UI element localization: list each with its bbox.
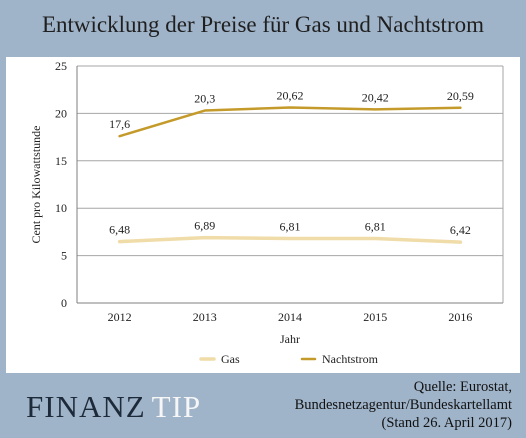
y-tick-label-20: 20 bbox=[55, 106, 67, 120]
data-label-nachtstrom-2015: 20,42 bbox=[362, 90, 389, 104]
data-label-nachtstrom-2012: 17,6 bbox=[109, 117, 130, 131]
source-note: Quelle: Eurostat, Bundesnetzagentur/Bund… bbox=[242, 378, 512, 432]
x-tick-label-2012: 2012 bbox=[108, 310, 132, 324]
data-label-gas-2013: 6,89 bbox=[194, 219, 215, 233]
series-line-gas bbox=[117, 235, 463, 244]
legend-label-gas: Gas bbox=[221, 352, 240, 366]
data-label-gas-2014: 6,81 bbox=[280, 219, 301, 233]
chart-title: Entwicklung der Preise für Gas und Nacht… bbox=[41, 12, 484, 37]
y-tick-label-15: 15 bbox=[55, 154, 67, 168]
y-tick-label-5: 5 bbox=[61, 249, 67, 263]
line-chart: 0 5 10 15 20 25 2012 2013 2014 2015 2016 Jahr Cent p… bbox=[29, 59, 504, 366]
x-tick-label-2013: 2013 bbox=[193, 310, 217, 324]
logo-part-finanz: FINANZ bbox=[26, 389, 146, 424]
x-axis-title: Jahr bbox=[280, 332, 300, 346]
data-label-gas-2012: 6,48 bbox=[109, 223, 130, 237]
logo-part-tip: TIP bbox=[151, 389, 202, 424]
data-label-nachtstrom-2014: 20,62 bbox=[277, 89, 304, 103]
data-label-nachtstrom-2016: 20,59 bbox=[447, 89, 474, 103]
chart-panel: 0 5 10 15 20 25 2012 2013 2014 2015 2016 Jahr Cent p… bbox=[6, 57, 520, 373]
y-tick-label-10: 10 bbox=[55, 201, 67, 215]
x-tick-label-2016: 2016 bbox=[448, 310, 472, 324]
y-axis-title: Cent pro Kilowattstunde bbox=[29, 126, 43, 244]
data-label-gas-2016: 6,42 bbox=[450, 223, 471, 237]
y-tick-label-25: 25 bbox=[55, 59, 67, 73]
series-line-nachtstrom bbox=[118, 106, 462, 138]
source-line-3: (Stand 26. April 2017) bbox=[381, 415, 513, 431]
data-label-gas-2015: 6,81 bbox=[365, 219, 386, 233]
legend-label-nachtstrom: Nachtstrom bbox=[322, 352, 379, 366]
finanztip-logo: FINANZ TIP bbox=[26, 389, 201, 425]
x-tick-label-2014: 2014 bbox=[278, 310, 302, 324]
x-tick-label-2015: 2015 bbox=[363, 310, 387, 324]
source-line-1: Quelle: Eurostat, bbox=[413, 379, 512, 395]
source-line-2: Bundesnetzagentur/Bundeskartellamt bbox=[294, 397, 512, 413]
data-label-nachtstrom-2013: 20,3 bbox=[194, 92, 215, 106]
y-tick-label-0: 0 bbox=[61, 296, 67, 310]
